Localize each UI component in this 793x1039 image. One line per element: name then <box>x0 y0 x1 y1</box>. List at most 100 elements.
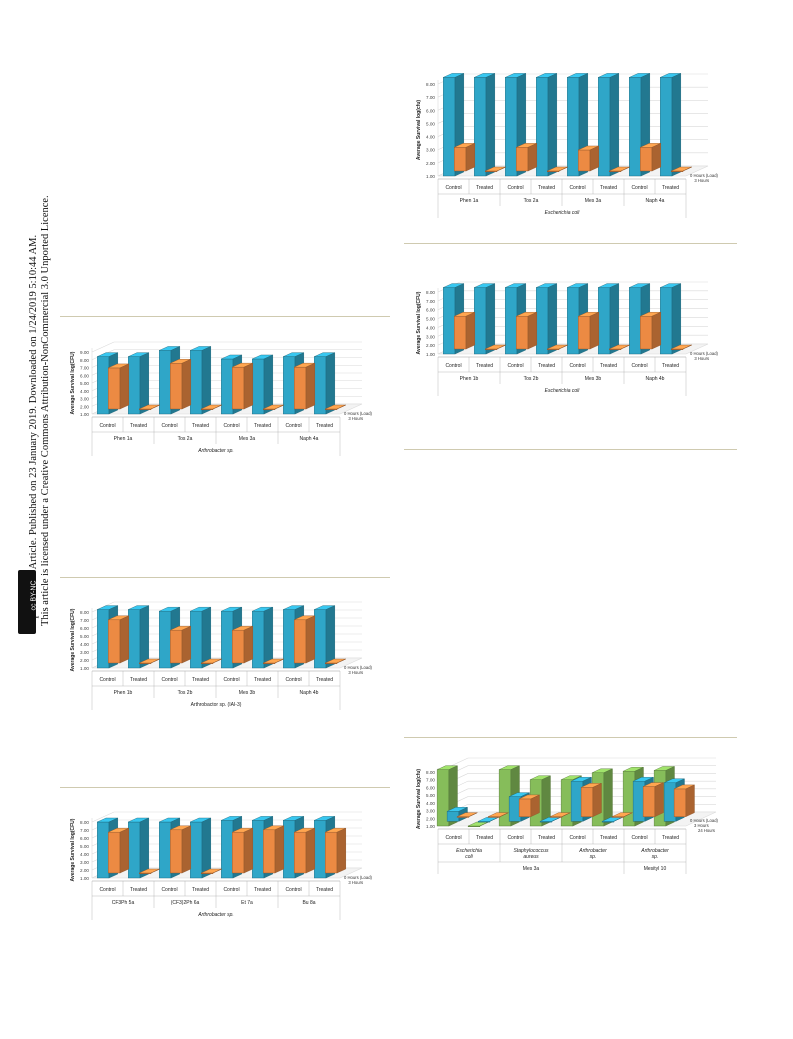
bar-side <box>305 362 315 410</box>
bar-side <box>671 73 681 177</box>
bar-side <box>243 625 253 664</box>
bar-top <box>139 658 160 664</box>
bar-side <box>589 145 599 172</box>
cc-license-badge[interactable]: cc BY-NC <box>18 570 38 634</box>
y-tick-label: 8.00 <box>426 770 435 775</box>
bar-front <box>294 366 307 410</box>
series-label: 3 Hours <box>694 178 709 183</box>
group-label: CF3Ph 5a <box>112 900 135 906</box>
x-tick-label: Treated <box>130 423 147 429</box>
organism-label: Arthrobactor sp. (IAI-3) <box>191 702 242 708</box>
y-tick-label: 6.00 <box>426 108 435 113</box>
y-tick-label: 5.00 <box>426 317 435 322</box>
y-tick-label: 6.00 <box>80 626 89 631</box>
y-tick-label: 6.00 <box>80 836 89 841</box>
group-label: Mes 3b <box>585 376 602 382</box>
bar-side <box>530 794 540 817</box>
y-tick-label: 8.00 <box>426 82 435 87</box>
bar-front <box>673 788 687 817</box>
y-tick-label: 4.00 <box>426 135 435 140</box>
x-tick-label: Treated <box>192 887 209 893</box>
series-label: 24 Hours <box>698 828 715 833</box>
bar-front <box>567 287 580 355</box>
bar-side <box>336 827 346 874</box>
y-tick-label: 2.00 <box>80 658 89 663</box>
x-tick-label: Control <box>445 835 461 841</box>
y-tick-label: 5.00 <box>80 381 89 386</box>
y-tick-label: 7.00 <box>426 95 435 100</box>
bar-front <box>128 821 141 879</box>
y-tick-label: 2.00 <box>80 404 89 409</box>
bar-front <box>252 611 265 669</box>
y-tick-label: 5.00 <box>426 793 435 798</box>
x-tick-label: Treated <box>130 887 147 893</box>
bar <box>232 827 253 874</box>
y-axis-label: Average Survival log(CFU) <box>416 291 422 354</box>
bar-front <box>283 356 296 415</box>
group-label: Mes 3b <box>239 690 256 696</box>
bar-front <box>252 820 265 879</box>
bar <box>190 606 211 669</box>
bar-front <box>128 356 141 415</box>
bar <box>201 404 222 411</box>
y-tick-label: 4.00 <box>80 389 89 394</box>
bar <box>128 605 149 669</box>
series-label: 0 Hours (Load) <box>344 665 373 670</box>
bar-front <box>598 287 611 355</box>
bar-front <box>443 287 456 355</box>
bar-side <box>685 784 695 817</box>
bar <box>671 344 692 351</box>
group-label: Staphylococcus <box>513 848 549 854</box>
bar-front <box>190 611 203 669</box>
bar-side <box>212 868 222 874</box>
x-tick-label: Control <box>569 185 585 191</box>
x-tick-label: Control <box>285 887 301 893</box>
bar-side <box>243 362 253 410</box>
y-axis-label: Average Survival log(CFU) <box>70 608 76 671</box>
bar-front <box>263 829 276 874</box>
bar <box>108 827 129 874</box>
bar-side <box>547 283 557 355</box>
bar-front <box>640 147 653 172</box>
bar <box>485 166 506 173</box>
bar-front <box>642 786 656 817</box>
y-tick-label: 3.00 <box>426 334 435 339</box>
divider <box>60 577 390 578</box>
y-tick-label: 2.00 <box>426 343 435 348</box>
bar <box>467 821 489 828</box>
bar <box>598 73 619 177</box>
x-tick-label: Treated <box>254 677 271 683</box>
x-tick-label: Control <box>223 677 239 683</box>
bar-front <box>314 820 327 879</box>
x-tick-label: Treated <box>254 887 271 893</box>
bar-side <box>527 311 537 350</box>
group-label: aureus <box>523 854 539 860</box>
bar-side <box>485 73 495 177</box>
divider <box>60 787 390 788</box>
bar <box>536 73 557 177</box>
x-tick-label: Treated <box>192 423 209 429</box>
bar <box>128 352 149 415</box>
x-tick-label: Control <box>631 363 647 369</box>
bar-front <box>108 619 121 664</box>
bar-front <box>221 358 234 415</box>
bar-front <box>314 609 327 669</box>
y-tick-label: 7.00 <box>80 828 89 833</box>
bar-side <box>547 73 557 177</box>
x-tick-label: Treated <box>316 887 333 893</box>
bar-side <box>201 606 211 669</box>
y-tick-label: 4.00 <box>80 642 89 647</box>
x-tick-label: Treated <box>662 835 679 841</box>
bar-front <box>505 287 518 355</box>
group-label: sp. <box>590 854 597 860</box>
supergroup-label: Mes 3a <box>523 866 540 872</box>
bar-front <box>474 77 487 177</box>
y-tick-label: 5.00 <box>80 634 89 639</box>
bar <box>578 145 599 172</box>
bar <box>485 344 506 351</box>
bar <box>456 812 478 818</box>
chart-arthrobacter-b: 1.00 2.00 3.00 4.00 5.00 6.00 7.00 8.00 Average … <box>70 601 373 710</box>
gridline <box>91 811 362 823</box>
bar-front <box>505 77 518 177</box>
group-label: (CF3)2Ph 6a <box>171 900 200 906</box>
